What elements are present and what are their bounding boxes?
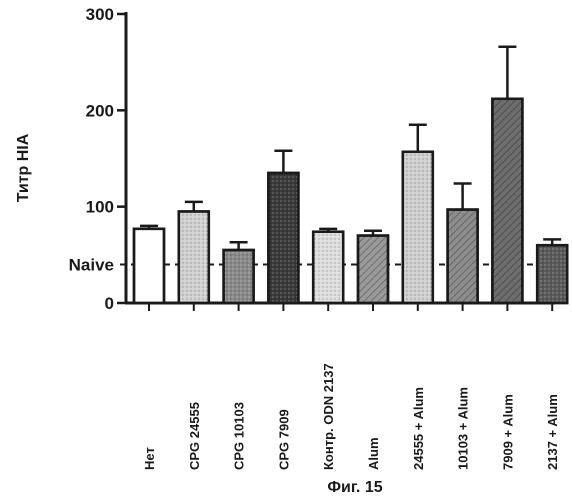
y-tick-label: 300: [86, 5, 114, 24]
x-tick-label: 10103 + Alum: [456, 387, 471, 470]
figure-caption: Фиг. 15: [327, 479, 382, 496]
x-tick-label: 2137 + Alum: [545, 394, 560, 470]
y-axis-label: Титр HIA: [15, 133, 32, 202]
naive-label: Naive: [69, 255, 114, 274]
y-tick-label: 200: [86, 101, 114, 120]
y-tick-label: 100: [86, 198, 114, 217]
bar-texture: [313, 232, 343, 303]
x-tick-label: Alum: [366, 438, 381, 471]
bar-texture: [224, 250, 254, 303]
bar-texture: [403, 152, 433, 303]
x-tick-label: 7909 + Alum: [500, 394, 515, 470]
bars: [134, 47, 567, 303]
bar-texture: [492, 99, 522, 303]
y-tick-label: 0: [105, 294, 114, 313]
x-tick-label: Нет: [142, 447, 157, 470]
bar-texture: [358, 236, 388, 303]
x-tick-labels: Нет CPG 24555 CPG 10103 CPG 7909 Контр. ODN …: [142, 363, 560, 470]
bar: [134, 229, 164, 303]
x-tick-label: Контр. ODN 2137: [321, 363, 336, 470]
x-tick-label: CPG 24555: [187, 402, 202, 470]
bar-texture: [268, 173, 298, 303]
x-tick-label: 24555 + Alum: [411, 387, 426, 470]
bar-texture: [179, 211, 209, 303]
bar-texture: [448, 210, 478, 303]
bar-texture: [537, 245, 567, 303]
x-tick-label: CPG 7909: [276, 409, 291, 470]
x-tick-label: CPG 10103: [232, 402, 247, 470]
